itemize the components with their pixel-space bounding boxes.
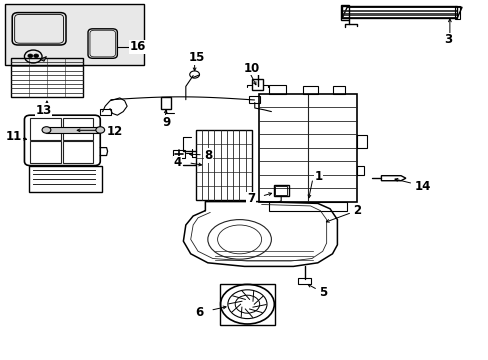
Text: 3: 3	[443, 33, 451, 46]
Text: 6: 6	[195, 306, 203, 319]
Bar	[195, 130, 251, 200]
Bar	[273, 185, 288, 196]
Ellipse shape	[34, 54, 39, 58]
Text: 12: 12	[106, 125, 122, 138]
Text: 4: 4	[173, 156, 182, 169]
Bar	[29, 166, 102, 192]
Text: 7: 7	[246, 192, 255, 205]
Polygon shape	[40, 57, 46, 61]
Bar	[454, 6, 459, 19]
Ellipse shape	[28, 54, 33, 58]
Text: 16: 16	[129, 40, 145, 53]
Text: 11: 11	[6, 130, 22, 143]
Bar	[342, 6, 456, 18]
Bar	[356, 166, 364, 175]
Bar	[268, 85, 285, 94]
Text: 13: 13	[35, 104, 51, 117]
Ellipse shape	[42, 127, 51, 133]
Text: 15: 15	[188, 51, 204, 64]
Text: 14: 14	[414, 180, 430, 193]
Bar	[356, 135, 366, 148]
Bar	[46, 127, 100, 133]
Ellipse shape	[96, 127, 104, 133]
Bar	[332, 86, 344, 94]
Bar	[30, 118, 61, 140]
Text: 9: 9	[162, 116, 170, 129]
Bar	[11, 58, 83, 97]
Text: 5: 5	[318, 286, 326, 299]
Bar	[303, 86, 317, 94]
Bar	[341, 5, 348, 20]
Bar	[249, 96, 260, 103]
Text: 10: 10	[243, 62, 259, 75]
Bar	[5, 4, 144, 65]
Bar	[62, 118, 93, 140]
Bar	[30, 141, 61, 163]
Bar	[161, 97, 171, 109]
Bar	[62, 141, 93, 163]
Bar	[298, 278, 310, 284]
Bar	[252, 79, 263, 90]
Bar	[259, 94, 356, 202]
Bar	[268, 202, 346, 211]
Bar	[220, 284, 274, 325]
Bar	[173, 150, 184, 158]
Bar	[100, 109, 111, 115]
Text: 2: 2	[353, 204, 361, 217]
Text: 1: 1	[314, 170, 322, 183]
Text: 8: 8	[204, 149, 212, 162]
Bar	[275, 186, 286, 195]
